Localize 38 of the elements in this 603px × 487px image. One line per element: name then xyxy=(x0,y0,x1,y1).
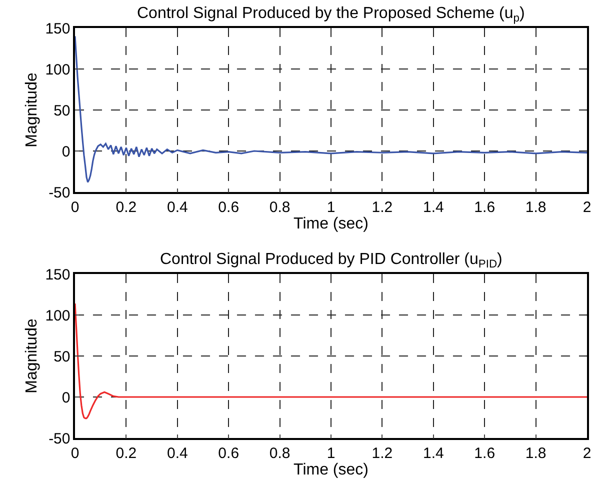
x-tick-label: 0.8 xyxy=(269,198,290,216)
x-tick-label: 1.6 xyxy=(474,198,496,216)
x-tick-label: 1.2 xyxy=(372,444,393,462)
x-tick-label: 0.4 xyxy=(166,444,188,462)
line-series xyxy=(75,35,587,183)
x-tick-label: 0.2 xyxy=(116,444,137,462)
x-tick-label: 2 xyxy=(582,444,592,462)
y-axis-title: Magnitude xyxy=(24,72,41,148)
x-tick-label: 1 xyxy=(326,198,336,216)
y-tick-label: 50 xyxy=(54,348,70,366)
x-tick-label: 0.6 xyxy=(218,198,240,216)
chart-title: Control Signal Produced by PID Controller (u$_{PID}$) xyxy=(160,251,502,270)
y-tick-label: 150 xyxy=(45,20,70,38)
x-tick-label: 1.4 xyxy=(422,444,444,462)
x-tick-label: 0.4 xyxy=(166,198,188,216)
y-tick-label: 100 xyxy=(45,307,70,324)
x-tick-label: 1.2 xyxy=(372,198,393,216)
chart-title: Control Signal Produced by the Proposed Scheme (u$_{p}$) xyxy=(137,5,525,24)
y-tick-label: -50 xyxy=(48,184,70,202)
x-tick-label: 1.8 xyxy=(525,198,546,216)
x-axis-title: Time (sec) xyxy=(294,462,368,479)
x-tick-label: 2 xyxy=(582,198,592,216)
y-tick-label: -50 xyxy=(48,430,70,448)
x-tick-label: 1.8 xyxy=(525,444,546,462)
line-series xyxy=(75,302,587,420)
y-tick-label: 100 xyxy=(45,61,70,78)
x-tick-label: 1.4 xyxy=(422,198,444,216)
x-tick-label: 0.8 xyxy=(269,444,290,462)
x-tick-label: 1.6 xyxy=(474,444,496,462)
x-tick-label: 0.2 xyxy=(116,198,137,216)
x-tick-label: 1 xyxy=(326,444,336,462)
y-tick-label: 50 xyxy=(54,102,70,120)
y-tick-label: 0 xyxy=(62,143,70,160)
x-axis-title: Time (sec) xyxy=(294,216,368,233)
x-tick-label: 0.6 xyxy=(218,444,240,462)
y-tick-label: 0 xyxy=(62,389,70,406)
y-axis-title: Magnitude xyxy=(24,318,41,394)
y-tick-label: 150 xyxy=(45,266,70,284)
